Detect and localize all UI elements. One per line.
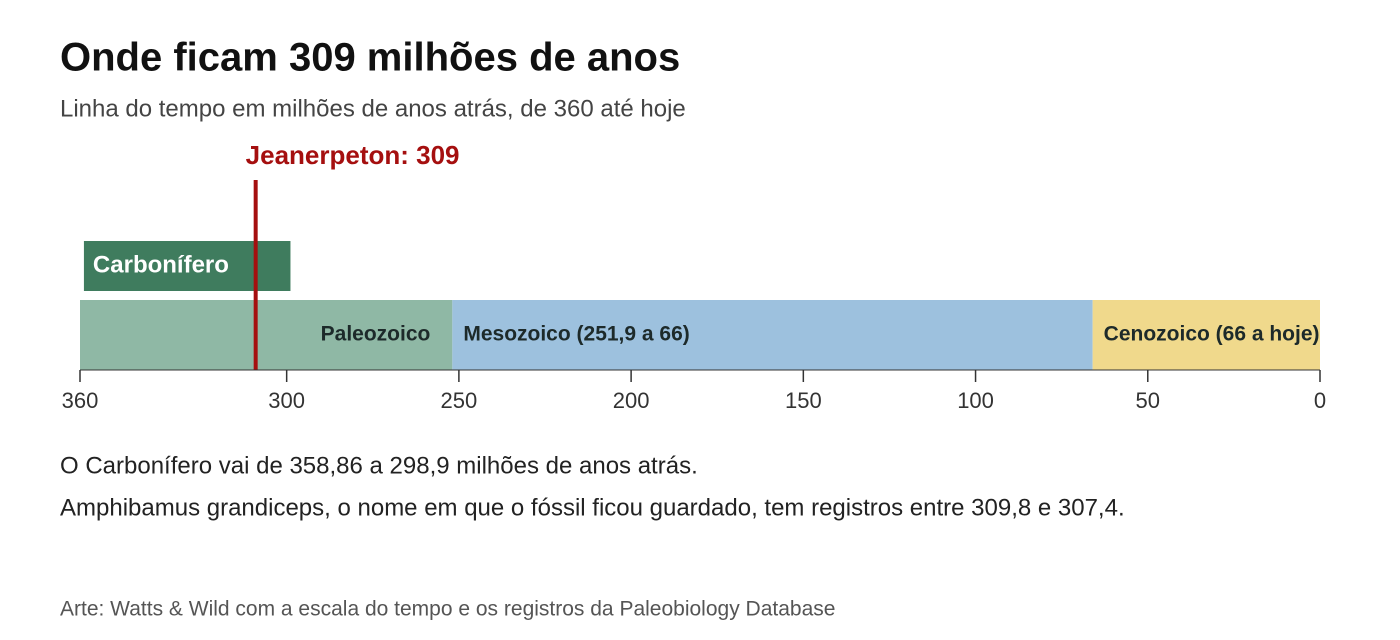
x-tick-label: 300 xyxy=(268,388,305,413)
chart-subtitle: Linha do tempo em milhões de anos atrás,… xyxy=(60,95,686,122)
note: Amphibamus grandiceps, o nome em que o f… xyxy=(60,494,1125,521)
x-tick-label: 100 xyxy=(957,388,994,413)
x-tick-label: 360 xyxy=(62,388,99,413)
note: O Carbonífero vai de 358,86 a 298,9 milh… xyxy=(60,452,698,479)
era-label: Mesozoico (251,9 a 66) xyxy=(463,323,689,346)
period-label: Carbonífero xyxy=(93,251,229,278)
era-label: Paleozoico xyxy=(321,323,431,346)
chart-title: Onde ficam 309 milhões de anos xyxy=(60,36,680,80)
x-tick-label: 200 xyxy=(613,388,650,413)
era-bar xyxy=(452,300,1093,370)
x-tick-label: 0 xyxy=(1314,388,1326,413)
x-tick-label: 50 xyxy=(1136,388,1160,413)
marker-label: Jeanerpeton: 309 xyxy=(246,140,460,170)
x-tick-label: 250 xyxy=(441,388,478,413)
era-bar xyxy=(80,300,453,370)
source: Arte: Watts & Wild com a escala do tempo… xyxy=(60,598,835,621)
x-tick-label: 150 xyxy=(785,388,822,413)
era-label: Cenozoico (66 a hoje) xyxy=(1104,323,1320,346)
era-bar xyxy=(1092,300,1320,370)
